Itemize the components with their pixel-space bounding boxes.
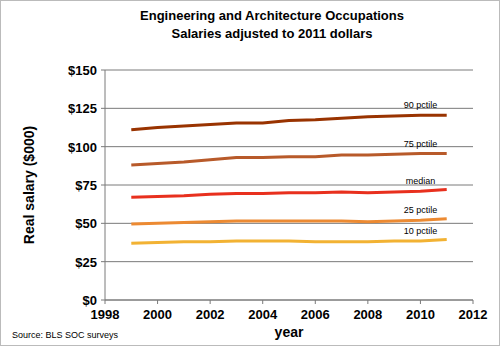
series-label: median [406,176,436,186]
tick-mark [105,300,106,304]
series-label: 25 pctile [404,205,438,215]
y-tick-label: $100 [68,140,97,155]
tick-mark [101,185,105,186]
tick-mark [473,300,474,304]
x-axis-label: year [275,324,304,340]
grid [105,70,473,300]
x-tick-label: 2002 [196,307,225,322]
x-tick-label: 2012 [459,307,488,322]
y-tick-label: $0 [83,293,97,308]
series-label: 10 pctile [404,226,438,236]
tick-mark [101,300,105,301]
tick-mark [101,261,105,262]
grid-line [105,300,473,301]
series-line [131,115,446,130]
tick-mark [157,300,158,304]
x-tick-label: 2008 [353,307,382,322]
x-tick-label: 1998 [91,307,120,322]
series-labels: 90 pctile 75 pctile median 25 pctile 10 pcti… [404,100,438,236]
y-axis-label: Real salary ($000) [21,126,37,244]
background [1,1,500,346]
series-line [131,154,446,166]
x-axis [105,300,473,301]
tick-mark [101,146,105,147]
tick-mark [210,300,211,304]
x-tick-label: 2006 [301,307,330,322]
chart: Engineering and Architecture Occupations… [0,0,500,346]
source-note: Source: BLS SOC surveys [12,330,119,340]
y-tick-label: $150 [68,63,97,78]
tick-mark [420,300,421,304]
series-line [131,190,446,198]
series-label: 75 pctile [404,139,438,149]
x-tick-label: 2000 [143,307,172,322]
tick-mark [101,70,105,71]
tick-mark [101,108,105,109]
tick-mark [101,223,105,224]
grid-line [105,261,473,262]
y-tick-label: $125 [68,101,97,116]
y-tick-label: $25 [75,255,97,270]
series-line [131,219,446,224]
title: Engineering and Architecture Occupations [140,8,404,23]
series-label: 90 pctile [404,100,438,110]
tick-mark [315,300,316,304]
y-tick-label: $50 [75,216,97,231]
x-tick-label: 2004 [248,307,278,322]
x-tick-label: 2010 [406,307,435,322]
y-tick-label: $75 [75,178,97,193]
series-lines [131,115,446,243]
title: Salaries adjusted to 2011 dollars [172,26,373,41]
tick-mark [262,300,263,304]
tick-mark [367,300,368,304]
series-line [131,239,446,243]
y-axis [105,70,106,300]
grid-line [105,70,473,71]
